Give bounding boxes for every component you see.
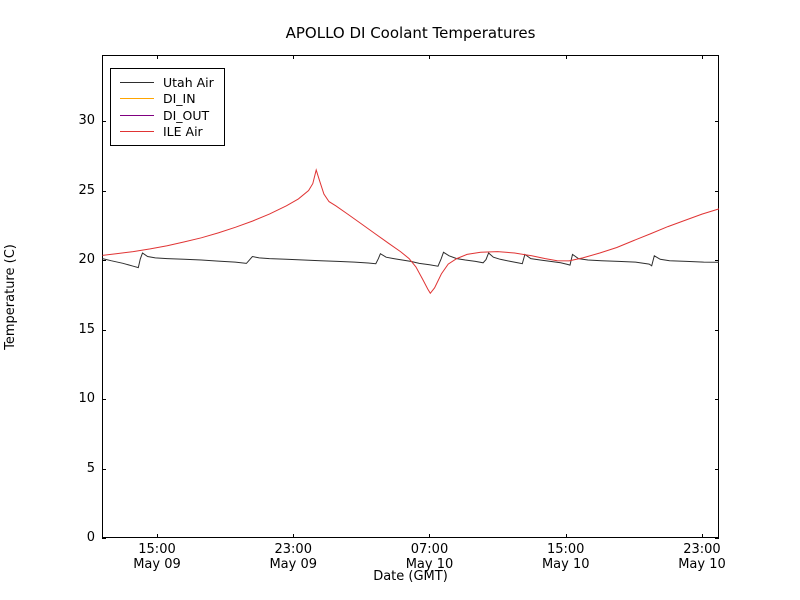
axes-frame [102,55,719,538]
legend-item-label: DI_OUT [163,107,210,123]
x-tick-date: May 10 [405,557,454,572]
x-tick-label: 23:00 May 10 [657,542,747,572]
legend-item: DI_OUT [120,107,214,124]
legend-item-label: ILE Air [163,124,203,140]
legend-item: DI_IN [120,91,214,108]
x-tick-label: 07:00 May 10 [384,542,474,572]
chart-title: APOLLO DI Coolant Temperatures [285,24,536,42]
y-tick-label: 30 [78,113,95,129]
legend: Utah Air DI_IN DI_OUT ILE Air [110,68,225,146]
y-tick-label: 25 [78,182,95,198]
y-axis-label: Temperature (C) [3,244,18,350]
x-tick-time: 07:00 [410,542,449,557]
x-tick-label: 15:00 May 10 [521,542,611,572]
x-tick-date: May 10 [541,557,590,572]
x-tick-time: 23:00 [274,542,312,557]
legend-item-label: Utah Air [163,74,214,90]
x-tick-date: May 09 [133,557,181,572]
x-tick-time: 23:00 [683,542,721,557]
y-tick-label: 20 [78,252,95,268]
legend-line-sample [120,131,154,133]
y-tick-label: 10 [78,391,95,407]
legend-line-sample [120,114,154,116]
x-tick-time: 15:00 [546,542,585,557]
y-tick-label: 0 [86,530,95,545]
x-tick-label: 15:00 May 09 [112,542,202,572]
series-line-utah-air [102,251,720,269]
series-line-ile-air [102,168,720,295]
x-tick-date: May 09 [269,557,318,572]
y-tick-label: 5 [86,460,95,476]
x-tick-label: 23:00 May 09 [248,542,338,572]
x-tick-time: 15:00 [138,542,176,557]
y-tick-label: 15 [78,321,95,337]
legend-item-label: DI_IN [163,91,196,107]
legend-item: ILE Air [120,124,214,141]
x-tick-date: May 10 [678,557,726,572]
x-axis-label: Date (GMT) [373,569,448,584]
legend-line-sample [120,98,154,100]
legend-line-sample [120,81,154,83]
legend-item: Utah Air [120,74,214,91]
